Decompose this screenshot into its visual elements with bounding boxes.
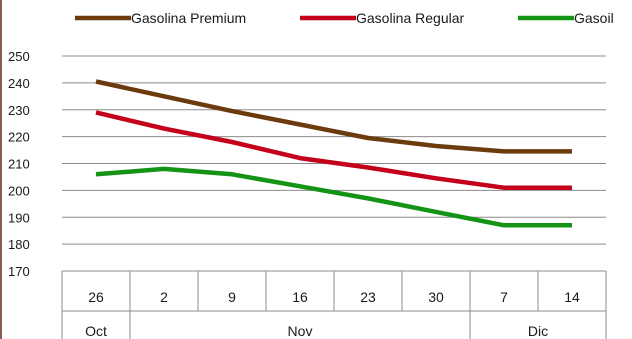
month-group-label: Nov bbox=[288, 323, 313, 339]
month-group-label: Oct bbox=[85, 323, 107, 339]
legend: Gasolina Premium Gasolina Regular Gasoil bbox=[75, 10, 614, 26]
y-tick-label: 250 bbox=[8, 49, 30, 64]
legend-label-1: Gasolina Premium bbox=[131, 10, 246, 26]
y-tick-label: 240 bbox=[8, 76, 30, 91]
x-tick-label: 2 bbox=[160, 289, 168, 305]
axes: 170 180 190 200 210 220 230 240 250 26 2 9 16 23 30 7 14… bbox=[8, 49, 606, 339]
y-tick-label: 180 bbox=[8, 237, 30, 252]
legend-label-3: Gasoil bbox=[574, 10, 614, 26]
x-tick-label: 26 bbox=[88, 289, 104, 305]
month-group-label: Dic bbox=[528, 323, 548, 339]
x-tick-label: 30 bbox=[428, 289, 444, 305]
y-tick-label: 210 bbox=[8, 157, 30, 172]
y-tick-label: 230 bbox=[8, 103, 30, 118]
x-tick-label: 14 bbox=[564, 289, 580, 305]
y-tick-label: 200 bbox=[8, 183, 30, 198]
x-tick-label: 16 bbox=[292, 289, 308, 305]
y-tick-label: 170 bbox=[8, 264, 30, 279]
series-line-1 bbox=[96, 82, 572, 152]
x-tick-label: 23 bbox=[360, 289, 376, 305]
x-tick-label: 7 bbox=[500, 289, 508, 305]
legend-label-2: Gasolina Regular bbox=[356, 10, 465, 26]
series-lines bbox=[96, 82, 572, 226]
y-tick-label: 220 bbox=[8, 130, 30, 145]
x-tick-label: 9 bbox=[228, 289, 236, 305]
y-tick-label: 190 bbox=[8, 210, 30, 225]
